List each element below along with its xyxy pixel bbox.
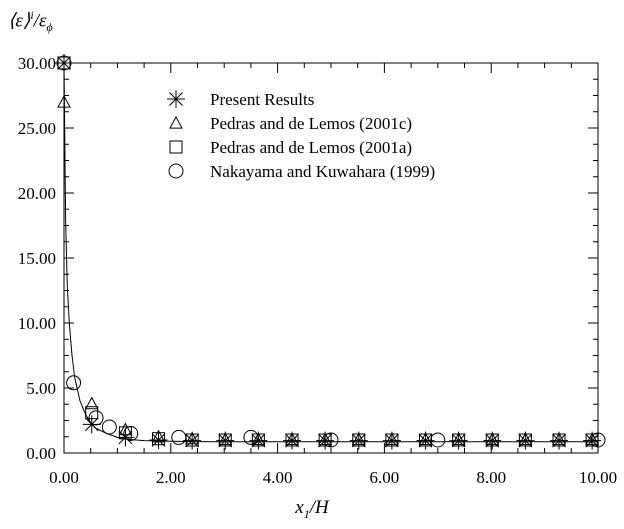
legend-triangle-marker [169, 115, 183, 129]
x-tick-label: 4.00 [263, 468, 293, 487]
legend-circle-marker [168, 163, 184, 179]
asterisk-data-point [316, 431, 335, 450]
legend-label: Nakayama and Kuwahara (1999) [210, 162, 435, 181]
y-tick-label: 30.00 [18, 54, 56, 73]
legend-asterisk-marker [167, 90, 185, 108]
y-tick-label: 25.00 [18, 119, 56, 138]
x-axis-label: x1/H [295, 497, 329, 521]
asterisk-data-point [382, 431, 401, 450]
y-axis-label: ⟨ε⟩i/εϕ [8, 8, 53, 35]
asterisk-data-point [116, 428, 135, 447]
legend-label: Pedras and de Lemos (2001a) [210, 138, 412, 157]
y-tick-label: 15.00 [18, 249, 56, 268]
asterisk-data-point [149, 431, 168, 449]
y-tick-label: 10.00 [18, 314, 56, 333]
x-tick-label: 6.00 [370, 468, 400, 487]
legend-square-marker [169, 140, 183, 154]
asterisk-data-point [82, 415, 101, 434]
legend: Present Results Pedras and de Lemos (2001… [167, 90, 435, 181]
tick-labels: 0.00 5.00 10.00 15.00 20.00 25.00 30.00 0.00 2.0… [18, 54, 617, 487]
triangle-data-point [57, 94, 71, 108]
circle-data-point [171, 429, 187, 445]
asterisk-data-point [216, 431, 235, 450]
asterisk-data-point [55, 54, 73, 72]
circle-data-point [66, 375, 82, 391]
asterisk-data-point [550, 431, 569, 450]
x-tick-label: 10.00 [579, 468, 617, 487]
asterisk-data-point [183, 431, 202, 450]
circle-data-point [88, 410, 104, 426]
asterisk-data-point [416, 431, 435, 450]
triangle-data-point [84, 396, 99, 410]
y-tick-label: 5.00 [26, 379, 56, 398]
circle-data-point [101, 419, 117, 435]
legend-label: Pedras and de Lemos (2001c) [210, 114, 412, 133]
asterisk-data-point [483, 431, 502, 450]
data-markers [55, 54, 606, 450]
legend-label: Present Results [210, 90, 314, 109]
asterisk-data-point [249, 431, 268, 450]
asterisk-data-point [283, 431, 302, 450]
x-tick-label: 8.00 [476, 468, 506, 487]
y-tick-label: 20.00 [18, 184, 56, 203]
x-tick-label: 2.00 [156, 468, 186, 487]
asterisk-data-point [349, 431, 368, 450]
x-tick-label: 0.00 [49, 468, 79, 487]
asterisk-data-point [583, 431, 602, 450]
asterisk-data-point [449, 431, 468, 450]
asterisk-data-point [516, 431, 535, 450]
y-tick-label: 0.00 [26, 444, 56, 463]
circle-data-point [430, 432, 446, 448]
